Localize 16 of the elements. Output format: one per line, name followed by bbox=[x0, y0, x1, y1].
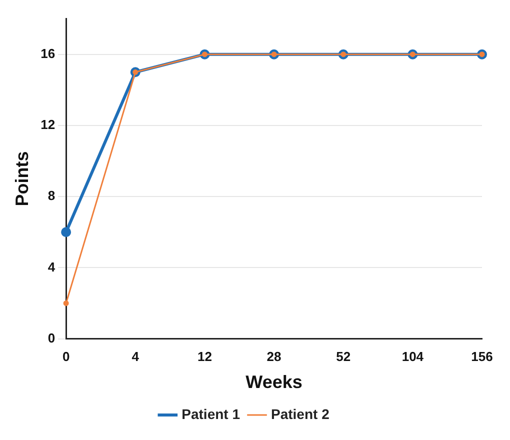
x-tick-label: 52 bbox=[336, 349, 351, 364]
legend-label: Patient 2 bbox=[271, 406, 330, 422]
x-tick-label: 104 bbox=[402, 349, 424, 364]
y-tick-label: 12 bbox=[40, 117, 56, 132]
legend-label: Patient 1 bbox=[182, 406, 240, 422]
x-tick-label: 28 bbox=[266, 349, 282, 364]
y-tick-label: 8 bbox=[48, 188, 56, 204]
y-tick-label: 4 bbox=[48, 259, 56, 274]
x-tick-label: 156 bbox=[471, 349, 493, 364]
x-tick-label: 12 bbox=[197, 349, 212, 364]
x-tick-label: 0 bbox=[62, 349, 70, 364]
x-tick-label: 4 bbox=[132, 349, 140, 364]
y-axis-title: Points bbox=[12, 151, 32, 206]
x-axis-title: Weeks bbox=[246, 372, 302, 392]
y-tick-label: 16 bbox=[40, 46, 56, 61]
y-tick-label: 0 bbox=[48, 330, 56, 346]
